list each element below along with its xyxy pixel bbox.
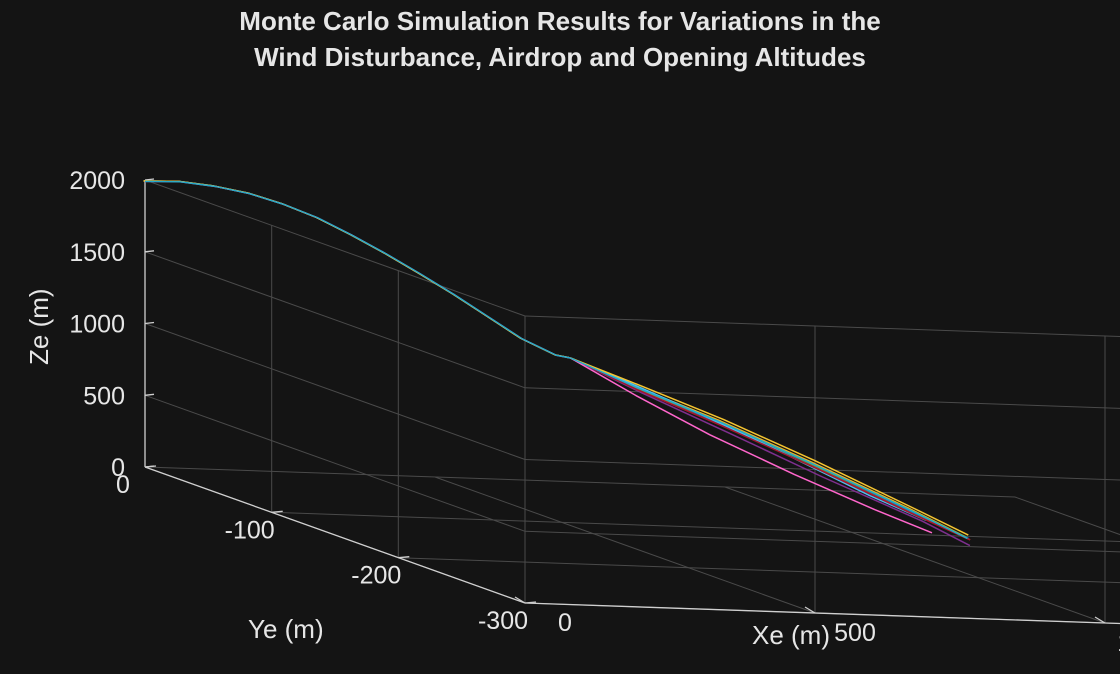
trajectory-line <box>570 357 971 541</box>
axis-box <box>144 178 1120 625</box>
grid-line <box>144 251 526 389</box>
z-tick-mark <box>144 178 155 181</box>
trajectory-line <box>144 180 571 359</box>
trajectory-line <box>143 180 570 359</box>
x-tick-label: 1000 <box>1117 629 1120 657</box>
trajectory-line <box>570 357 968 540</box>
y-tick-label: -100 <box>225 516 275 544</box>
grid-line <box>524 315 1120 338</box>
z-tick-mark <box>144 250 155 253</box>
grid-line <box>524 530 1120 553</box>
trajectory-lines <box>143 180 971 547</box>
x-tick-label: 0 <box>558 609 572 637</box>
z-axis-label: Ze (m) <box>24 288 54 365</box>
grid-line <box>524 387 1120 409</box>
y-tick-mark <box>144 465 157 468</box>
grid-line <box>271 511 1120 543</box>
trajectory-line <box>144 180 571 359</box>
y-tick-mark <box>398 556 410 559</box>
z-tick-label: 1500 <box>69 239 125 267</box>
trajectory-line <box>143 180 570 359</box>
y-tick-label: -300 <box>478 607 528 635</box>
y-tick-mark <box>524 601 537 604</box>
trajectory-line <box>144 180 570 359</box>
x-tick-mark <box>514 596 526 604</box>
grid-line <box>434 476 816 614</box>
y-axis-label: Ye (m) <box>248 614 324 644</box>
z-tick-mark <box>144 321 155 325</box>
grid-line <box>724 486 1106 624</box>
trajectory-line <box>144 180 570 359</box>
trajectory-line <box>143 180 570 359</box>
x-axis-label: Xe (m) <box>752 620 830 650</box>
x-tick-mark <box>804 606 816 614</box>
trajectory-line <box>570 357 971 547</box>
grid-line <box>144 179 526 317</box>
y-tick-label: 0 <box>116 471 130 499</box>
chart-title-line-2: Wind Disturbance, Airdrop and Opening Al… <box>254 42 866 72</box>
z-tick-label: 1000 <box>69 311 125 339</box>
z-tick-label: 2000 <box>69 167 125 195</box>
grid-line <box>524 459 1120 481</box>
z-tick-label: 500 <box>83 382 125 410</box>
trajectory-line <box>144 180 571 359</box>
grid-lines <box>144 179 1120 625</box>
y-tick-mark <box>271 510 283 513</box>
trajectory-line <box>144 180 571 359</box>
grid-line <box>1014 496 1120 536</box>
y-axis-line <box>144 466 526 604</box>
tick-labels: 05001000150020000-100-200-30005001000150… <box>69 167 1120 657</box>
trajectory-line <box>570 357 927 521</box>
grid-line <box>144 323 526 460</box>
chart-title-line-1: Monte Carlo Simulation Results for Varia… <box>239 6 881 36</box>
z-tick-mark <box>144 393 155 396</box>
z-tick-label: 0 <box>111 454 125 482</box>
grid-line <box>398 557 1120 584</box>
trajectory-line <box>144 180 570 359</box>
x-axis-line <box>524 602 1120 625</box>
grid-line <box>144 394 526 532</box>
x-tick-mark <box>1094 616 1106 624</box>
x-tick-label: 500 <box>834 619 876 647</box>
y-tick-label: -200 <box>351 562 401 590</box>
trajectory-line <box>570 357 933 534</box>
trajectory-line <box>570 357 969 536</box>
